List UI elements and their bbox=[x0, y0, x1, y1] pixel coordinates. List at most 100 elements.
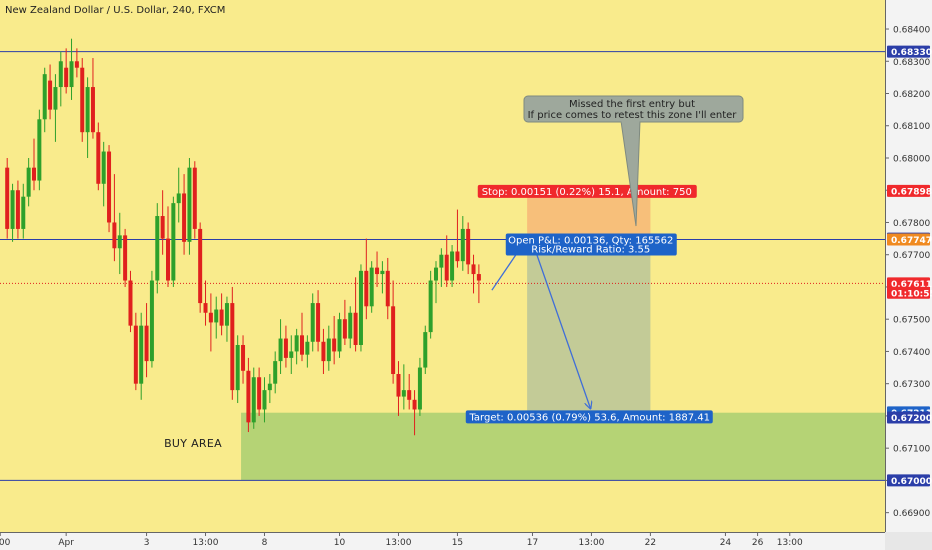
candle-body bbox=[407, 390, 412, 400]
candle-body bbox=[166, 238, 170, 281]
callout-pointer bbox=[620, 120, 641, 227]
candle-body bbox=[58, 61, 63, 88]
candle-body bbox=[176, 193, 181, 204]
candles-group bbox=[5, 38, 481, 436]
reward-zone bbox=[527, 239, 651, 413]
candle-body bbox=[412, 399, 417, 410]
candle-body bbox=[48, 80, 53, 110]
target-label-text: Target: 0.00536 (0.79%) 53.6, Amount: 18… bbox=[468, 412, 710, 423]
pnl-label-box bbox=[505, 233, 677, 256]
arrow-to-target bbox=[531, 240, 590, 408]
axis-badge-label: 0.67898 bbox=[891, 187, 932, 197]
candle-body bbox=[428, 280, 433, 333]
y-tick-label: 0.68200 bbox=[893, 90, 930, 100]
axis-badge bbox=[887, 474, 930, 487]
candle-body bbox=[74, 61, 79, 68]
x-tick-label: 13:00 bbox=[193, 538, 219, 548]
candle-body bbox=[326, 338, 331, 362]
candle-body bbox=[149, 280, 154, 362]
candle-body bbox=[112, 222, 117, 249]
candle-body bbox=[219, 309, 224, 326]
candle-body bbox=[21, 196, 26, 229]
x-tick-label: 3:00 bbox=[0, 538, 11, 548]
y-tick-label: 0.67700 bbox=[893, 251, 930, 261]
candle-body bbox=[337, 319, 342, 352]
candle-body bbox=[235, 344, 240, 391]
candle-body bbox=[26, 167, 31, 197]
candle-body bbox=[348, 312, 353, 339]
candle-body bbox=[385, 270, 390, 307]
axis-badge bbox=[887, 233, 930, 246]
x-tick-label: 22 bbox=[645, 538, 656, 548]
candle-body bbox=[316, 303, 321, 342]
x-tick-label: 13:00 bbox=[777, 538, 803, 548]
x-tick-label: 24 bbox=[720, 538, 732, 548]
price-axis-panel[interactable] bbox=[885, 0, 932, 550]
x-axis-ticks-group: 3:00 Apr 3 13:00 8 10 13:00 15 17 13:00 22 24 26 13:0… bbox=[0, 532, 803, 548]
candle-body bbox=[294, 335, 299, 352]
candle-body bbox=[369, 267, 374, 307]
candle-body bbox=[353, 312, 358, 345]
candle-body bbox=[364, 270, 369, 307]
candle-body bbox=[90, 87, 95, 133]
axis-badge bbox=[887, 184, 930, 197]
x-tick-label: 15 bbox=[452, 538, 463, 548]
candle-body bbox=[423, 332, 428, 368]
candle-body bbox=[305, 341, 310, 355]
candle-body bbox=[401, 390, 406, 397]
candle-body bbox=[15, 190, 20, 229]
candle-body bbox=[160, 216, 165, 239]
candle-body bbox=[273, 361, 278, 384]
candle-body bbox=[192, 167, 197, 229]
candle-body bbox=[262, 390, 267, 410]
candle-body bbox=[450, 251, 455, 281]
candle-body bbox=[117, 235, 122, 249]
callout-line-1: Missed the first entry but bbox=[569, 99, 695, 110]
axis-badge bbox=[887, 286, 930, 299]
y-tick-label: 0.67400 bbox=[893, 348, 930, 358]
pnl-label-text: Open P&L: 0.00136, Qty: 165562 bbox=[508, 236, 673, 247]
axis-corner bbox=[885, 532, 932, 550]
candle-body bbox=[375, 267, 380, 275]
candle-body bbox=[321, 341, 326, 362]
candle-body bbox=[10, 190, 15, 229]
y-tick-label: 0.67100 bbox=[893, 445, 930, 455]
candle-body bbox=[224, 303, 229, 326]
buy-area-zone bbox=[241, 412, 886, 481]
candle-body bbox=[53, 87, 58, 110]
candle-body bbox=[283, 338, 288, 358]
candle-body bbox=[396, 374, 401, 397]
candle-body bbox=[267, 383, 272, 391]
candle-body bbox=[32, 167, 36, 181]
x-tick-label: 17 bbox=[527, 538, 538, 548]
candle-body bbox=[439, 254, 444, 268]
candle-body bbox=[42, 74, 47, 120]
candle-body bbox=[358, 270, 363, 345]
buy-area-group: BUY AREA bbox=[164, 412, 886, 481]
axis-badge-label: 0.67000 bbox=[891, 477, 932, 487]
stop-label-text: Stop: 0.00151 (0.22%) 15.1, Amount: 750 bbox=[482, 187, 692, 198]
time-axis-panel[interactable] bbox=[0, 532, 885, 550]
x-tick-label: 13:00 bbox=[386, 538, 412, 548]
x-tick-label: 13:00 bbox=[578, 538, 604, 548]
position-labels-group: Stop: 0.00151 (0.22%) 15.1, Amount: 750 O… bbox=[465, 184, 713, 424]
candle-body bbox=[144, 325, 149, 362]
axis-badge bbox=[887, 45, 930, 58]
candle-body bbox=[96, 132, 101, 184]
axis-badge-label: 01:10:55 bbox=[891, 289, 932, 299]
y-tick-label: 0.68300 bbox=[893, 58, 930, 68]
candle-body bbox=[310, 303, 315, 342]
axis-badge bbox=[887, 277, 930, 290]
candle-body bbox=[342, 319, 347, 339]
candle-body bbox=[466, 228, 471, 265]
candle-body bbox=[391, 306, 396, 375]
y-tick-label: 0.67500 bbox=[893, 316, 930, 326]
candle-body bbox=[444, 254, 449, 281]
x-tick-label: 3 bbox=[144, 538, 150, 548]
candle-body bbox=[208, 312, 213, 323]
candle-body bbox=[139, 325, 144, 384]
axis-badges-group: 0.683300.678980.677500.677470.6761101:10… bbox=[887, 45, 932, 487]
y-tick-label: 0.68400 bbox=[893, 26, 930, 36]
